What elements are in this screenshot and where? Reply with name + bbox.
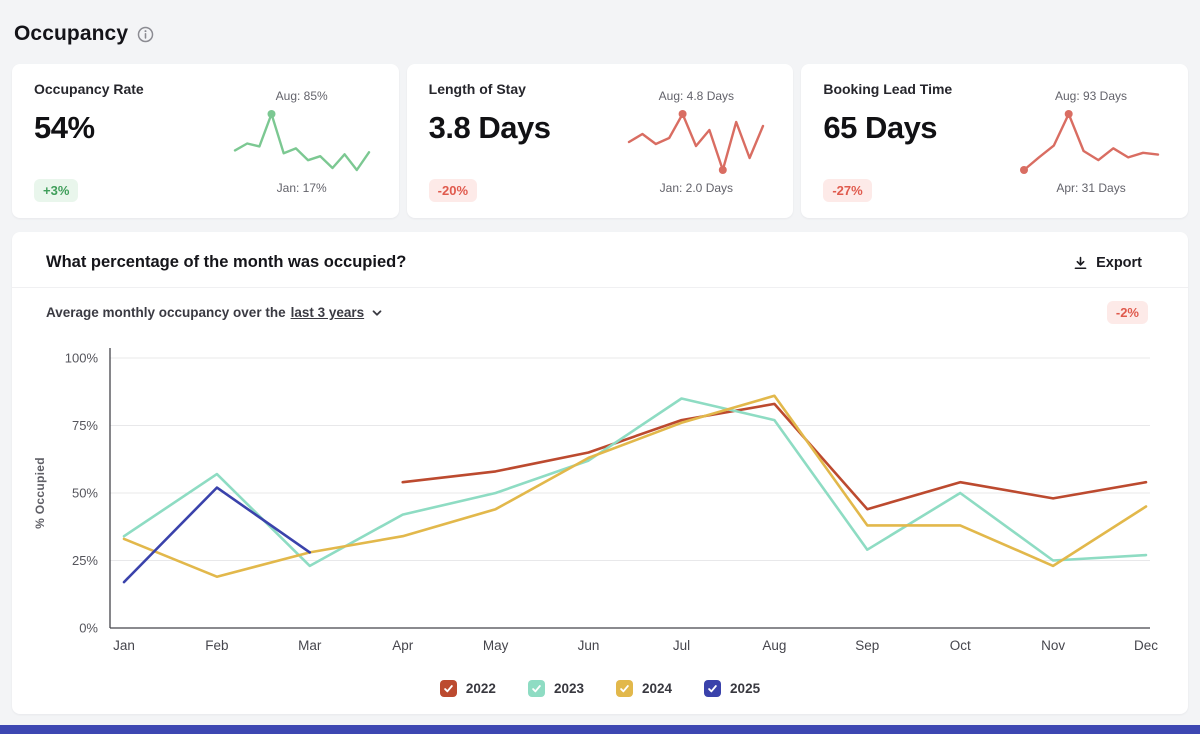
chart-title: What percentage of the month was occupie… — [46, 253, 407, 271]
svg-text:100%: 100% — [65, 351, 99, 366]
kpi-sparkline-column: Aug: 4.8 Days Jan: 2.0 Days — [617, 81, 775, 202]
kpi-left-column: Length of Stay 3.8 Days -20% — [428, 81, 551, 202]
info-icon[interactable] — [137, 26, 154, 43]
svg-text:75%: 75% — [72, 418, 98, 433]
legend-label: 2024 — [642, 681, 673, 696]
kpi-left-column: Booking Lead Time 65 Days -27% — [823, 81, 952, 202]
kpi-left-column: Occupancy Rate 54% +3% — [34, 81, 144, 202]
sparkline-dot — [1064, 109, 1073, 118]
legend-item-2024[interactable]: 2024 — [616, 680, 672, 697]
sparkline-path — [233, 112, 370, 171]
series-line-2023 — [122, 397, 1148, 568]
svg-text:Feb: Feb — [205, 638, 228, 653]
legend-item-2022[interactable]: 2022 — [439, 680, 496, 697]
sparkline-max-label: Aug: 85% — [275, 88, 328, 103]
period-dropdown[interactable]: last 3 years — [290, 305, 365, 320]
legend-checkbox[interactable] — [439, 680, 457, 697]
kpi-value: 65 Days — [823, 110, 938, 145]
svg-text:May: May — [483, 638, 509, 653]
legend-item-2023[interactable]: 2023 — [527, 680, 584, 697]
svg-text:Mar: Mar — [298, 638, 322, 653]
legend-checkbox[interactable] — [704, 680, 722, 697]
chart-subtitle: Average monthly occupancy over the last … — [46, 305, 383, 320]
kpi-card-occupancy-rate: Occupancy Rate 54% +3% Aug: 85% Jan: 17% — [12, 64, 399, 218]
export-button[interactable]: Export — [1067, 254, 1148, 272]
svg-text:50%: 50% — [72, 486, 98, 501]
sparkline-min-label: Jan: 2.0 Days — [659, 180, 734, 195]
sparkline-min-label: Apr: 31 Days — [1056, 180, 1126, 195]
legend-label: 2023 — [553, 681, 584, 696]
series-line-2025 — [122, 486, 312, 584]
kpi-cards-row: Occupancy Rate 54% +3% Aug: 85% Jan: 17%… — [12, 64, 1189, 218]
svg-text:Jul: Jul — [673, 638, 690, 653]
sparkline-dot — [1020, 165, 1029, 174]
chart-area: 0% 25% 50% 75% 100% Jan Feb Mar Apr May Jun Jul Aug S… — [34, 330, 1162, 662]
kpi-card-booking-lead-time: Booking Lead Time 65 Days -27% Aug: 93 D… — [801, 64, 1189, 218]
chart-subtitle-row: Average monthly occupancy over the last … — [12, 288, 1188, 326]
svg-text:Jan: Jan — [113, 638, 135, 653]
subtitle-text: Average monthly occupancy over the — [46, 305, 286, 320]
chevron-down-icon[interactable] — [371, 307, 383, 319]
svg-text:25%: 25% — [72, 553, 98, 568]
svg-text:Dec: Dec — [1134, 638, 1158, 653]
chart-delta-badge: -2% — [1106, 301, 1148, 324]
kpi-sparkline-column: Aug: 93 Days Apr: 31 Days — [1012, 81, 1170, 202]
sparkline-chart — [233, 109, 370, 171]
legend-item-2025[interactable]: 2025 — [704, 680, 760, 697]
legend-checkbox[interactable] — [616, 680, 633, 697]
sparkline-dot — [678, 109, 687, 118]
chart-panel-header: What percentage of the month was occupie… — [12, 232, 1188, 288]
sparkline-max-label: Aug: 93 Days — [1054, 88, 1128, 103]
svg-text:Nov: Nov — [1041, 638, 1065, 653]
kpi-card-length-of-stay: Length of Stay 3.8 Days -20% Aug: 4.8 Da… — [406, 64, 794, 218]
occupancy-chart-panel: What percentage of the month was occupie… — [12, 232, 1188, 714]
kpi-value: 3.8 Days — [428, 110, 551, 145]
legend-checkbox[interactable] — [527, 680, 545, 697]
sparkline-path — [1022, 112, 1160, 171]
legend-label: 2025 — [730, 681, 761, 696]
page-header: Occupancy — [14, 22, 154, 46]
export-label: Export — [1096, 254, 1142, 271]
sparkline-max-label: Aug: 4.8 Days — [658, 88, 735, 103]
bottom-section-edge — [0, 725, 1200, 734]
sparkline-path — [628, 112, 765, 171]
download-icon — [1073, 255, 1088, 271]
svg-text:Jun: Jun — [578, 638, 600, 653]
kpi-value: 54% — [34, 110, 95, 145]
series-line-2024 — [122, 394, 1148, 578]
svg-text:Aug: Aug — [762, 638, 786, 653]
sparkline-dot — [719, 165, 728, 174]
svg-text:% Occupied: % Occupied — [34, 457, 47, 529]
occupancy-line-chart: 0% 25% 50% 75% 100% Jan Feb Mar Apr May Jun Jul Aug S… — [34, 348, 1158, 653]
svg-text:0%: 0% — [79, 621, 98, 636]
kpi-label: Booking Lead Time — [823, 81, 953, 97]
svg-text:Sep: Sep — [855, 638, 879, 653]
legend-label: 2022 — [465, 681, 496, 696]
series-line-2022 — [401, 402, 1148, 511]
page-title: Occupancy — [14, 22, 129, 45]
svg-text:Apr: Apr — [392, 638, 414, 653]
kpi-label: Occupancy Rate — [34, 81, 144, 97]
kpi-delta-badge: -27% — [823, 179, 872, 202]
svg-text:Oct: Oct — [950, 638, 971, 653]
kpi-delta-badge: -20% — [428, 179, 478, 202]
kpi-sparkline-column: Aug: 85% Jan: 17% — [223, 81, 381, 202]
sparkline-min-label: Jan: 17% — [276, 180, 327, 195]
kpi-delta-badge: +3% — [34, 179, 79, 202]
kpi-label: Length of Stay — [428, 81, 526, 97]
chart-legend: 2022 2023 2024 2025 — [12, 680, 1188, 697]
sparkline-chart — [1020, 109, 1160, 174]
sparkline-dot — [267, 109, 276, 118]
sparkline-chart — [628, 109, 765, 174]
